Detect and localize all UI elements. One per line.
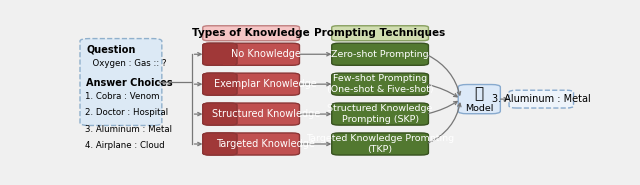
FancyBboxPatch shape [223, 104, 235, 124]
Text: Targeted Knowledge Prompting
(TKP): Targeted Knowledge Prompting (TKP) [306, 134, 454, 154]
Text: 4. Airplane : Cloud: 4. Airplane : Cloud [86, 141, 165, 150]
FancyBboxPatch shape [332, 26, 428, 41]
Text: 3. Aluminum : Metal: 3. Aluminum : Metal [86, 125, 172, 134]
Text: Exemplar Knowledge: Exemplar Knowledge [214, 79, 317, 89]
Text: Oxygen : Gas :: ?: Oxygen : Gas :: ? [88, 59, 167, 68]
FancyBboxPatch shape [203, 43, 237, 65]
FancyBboxPatch shape [203, 26, 300, 41]
FancyBboxPatch shape [332, 73, 428, 95]
Text: Targeted Knowledge: Targeted Knowledge [216, 139, 316, 149]
Text: 3. Aluminum : Metal: 3. Aluminum : Metal [492, 94, 591, 104]
FancyBboxPatch shape [332, 133, 428, 155]
Text: 2. Doctor : Hospital: 2. Doctor : Hospital [86, 108, 168, 117]
FancyBboxPatch shape [203, 103, 300, 125]
FancyBboxPatch shape [203, 103, 237, 125]
Text: Answer Choices: Answer Choices [86, 78, 173, 88]
FancyBboxPatch shape [80, 39, 162, 125]
Text: Structured Knowledge: Structured Knowledge [212, 109, 320, 119]
Text: Zero-shot Prompting: Zero-shot Prompting [332, 50, 429, 59]
FancyBboxPatch shape [458, 85, 500, 114]
FancyBboxPatch shape [203, 73, 237, 95]
FancyBboxPatch shape [223, 74, 235, 95]
Text: Structured Knowledge
Prompting (SKP): Structured Knowledge Prompting (SKP) [328, 104, 433, 124]
Text: Few-shot Prompting
(One-shot & Five-shot): Few-shot Prompting (One-shot & Five-shot… [327, 75, 433, 94]
FancyBboxPatch shape [332, 103, 428, 125]
FancyBboxPatch shape [223, 44, 235, 65]
Text: 1. Cobra : Venom: 1. Cobra : Venom [86, 92, 160, 101]
Text: Prompting Techniques: Prompting Techniques [314, 28, 445, 38]
FancyBboxPatch shape [509, 90, 573, 108]
Text: Question: Question [86, 45, 136, 55]
FancyBboxPatch shape [332, 43, 428, 65]
Text: 🧠: 🧠 [475, 87, 484, 102]
FancyBboxPatch shape [203, 73, 300, 95]
FancyBboxPatch shape [203, 133, 300, 155]
Text: No Knowledge: No Knowledge [231, 49, 301, 59]
Text: Types of Knowledge: Types of Knowledge [192, 28, 310, 38]
FancyBboxPatch shape [223, 134, 235, 154]
FancyBboxPatch shape [203, 133, 237, 155]
Text: Model: Model [465, 104, 493, 113]
FancyBboxPatch shape [203, 43, 300, 65]
